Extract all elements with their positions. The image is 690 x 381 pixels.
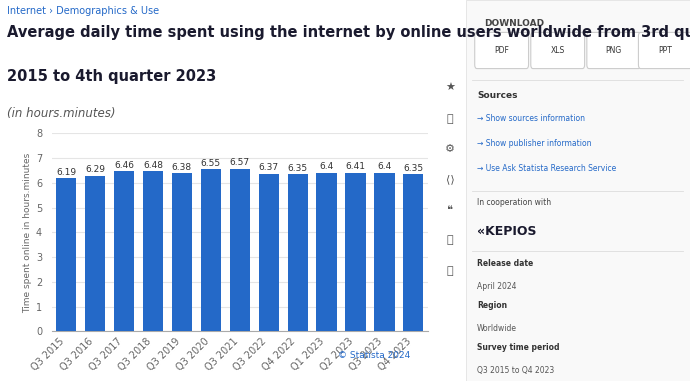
- Text: «KEPIOS: «KEPIOS: [477, 225, 536, 238]
- Text: 6.19: 6.19: [56, 168, 77, 177]
- Bar: [172, 173, 192, 331]
- Text: 6.41: 6.41: [346, 162, 366, 171]
- Bar: [403, 174, 424, 331]
- Text: → Use Ask Statista Research Service: → Use Ask Statista Research Service: [477, 164, 616, 173]
- Y-axis label: Time spent online in hours.minutes: Time spent online in hours.minutes: [23, 152, 32, 312]
- Text: 6.48: 6.48: [143, 160, 163, 170]
- Text: Average daily time spent using the internet by online users worldwide from 3rd q: Average daily time spent using the inter…: [7, 25, 690, 40]
- Text: Worldwide: Worldwide: [477, 324, 517, 333]
- Text: 6.57: 6.57: [230, 158, 250, 167]
- Text: 6.4: 6.4: [377, 162, 391, 171]
- FancyBboxPatch shape: [638, 32, 690, 69]
- Text: In cooperation with: In cooperation with: [477, 198, 551, 207]
- Text: 6.55: 6.55: [201, 159, 221, 168]
- Text: ★: ★: [445, 83, 455, 93]
- Text: © Statista 2024: © Statista 2024: [338, 351, 411, 360]
- Text: DOWNLOAD: DOWNLOAD: [484, 19, 544, 28]
- Bar: [56, 178, 77, 331]
- Text: PPT: PPT: [658, 46, 672, 55]
- Bar: [85, 176, 106, 331]
- Text: April 2024: April 2024: [477, 282, 516, 291]
- Text: ❝: ❝: [447, 205, 453, 215]
- Text: Sources: Sources: [477, 91, 518, 101]
- Text: ⟨⟩: ⟨⟩: [446, 174, 455, 184]
- Text: Region: Region: [477, 301, 507, 310]
- FancyBboxPatch shape: [586, 32, 640, 69]
- FancyBboxPatch shape: [475, 32, 529, 69]
- Bar: [288, 174, 308, 331]
- Text: Survey time period: Survey time period: [477, 343, 560, 352]
- Bar: [201, 169, 221, 331]
- Bar: [259, 174, 279, 331]
- Text: PNG: PNG: [606, 46, 622, 55]
- Bar: [143, 171, 163, 331]
- Text: 6.35: 6.35: [288, 164, 308, 173]
- Text: XLS: XLS: [551, 46, 565, 55]
- Text: → Show publisher information: → Show publisher information: [477, 139, 591, 148]
- Text: 6.38: 6.38: [172, 163, 192, 172]
- Text: 6.4: 6.4: [319, 162, 334, 171]
- Text: Q3 2015 to Q4 2023: Q3 2015 to Q4 2023: [477, 366, 554, 375]
- Text: 🔔: 🔔: [447, 114, 453, 123]
- Text: 2015 to 4th quarter 2023: 2015 to 4th quarter 2023: [7, 69, 216, 83]
- Bar: [114, 171, 134, 331]
- Text: ⓘ: ⓘ: [447, 235, 453, 245]
- Text: → Show sources information: → Show sources information: [477, 114, 585, 123]
- Text: (in hours.minutes): (in hours.minutes): [7, 107, 115, 120]
- Text: 6.35: 6.35: [403, 164, 424, 173]
- FancyBboxPatch shape: [531, 32, 584, 69]
- Text: 🖨: 🖨: [447, 266, 453, 275]
- Text: 6.46: 6.46: [114, 161, 134, 170]
- Text: 6.37: 6.37: [259, 163, 279, 172]
- Text: Release date: Release date: [477, 259, 533, 268]
- Text: ⚙: ⚙: [445, 144, 455, 154]
- Bar: [230, 169, 250, 331]
- Bar: [346, 173, 366, 331]
- Text: PDF: PDF: [494, 46, 509, 55]
- Text: Internet › Demographics & Use: Internet › Demographics & Use: [7, 6, 159, 16]
- Bar: [374, 173, 395, 331]
- Bar: [317, 173, 337, 331]
- FancyBboxPatch shape: [466, 0, 690, 381]
- Text: 6.29: 6.29: [85, 165, 105, 174]
